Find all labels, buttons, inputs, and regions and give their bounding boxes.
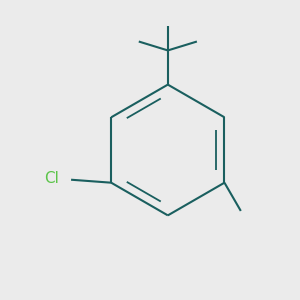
Text: Cl: Cl	[44, 171, 59, 186]
